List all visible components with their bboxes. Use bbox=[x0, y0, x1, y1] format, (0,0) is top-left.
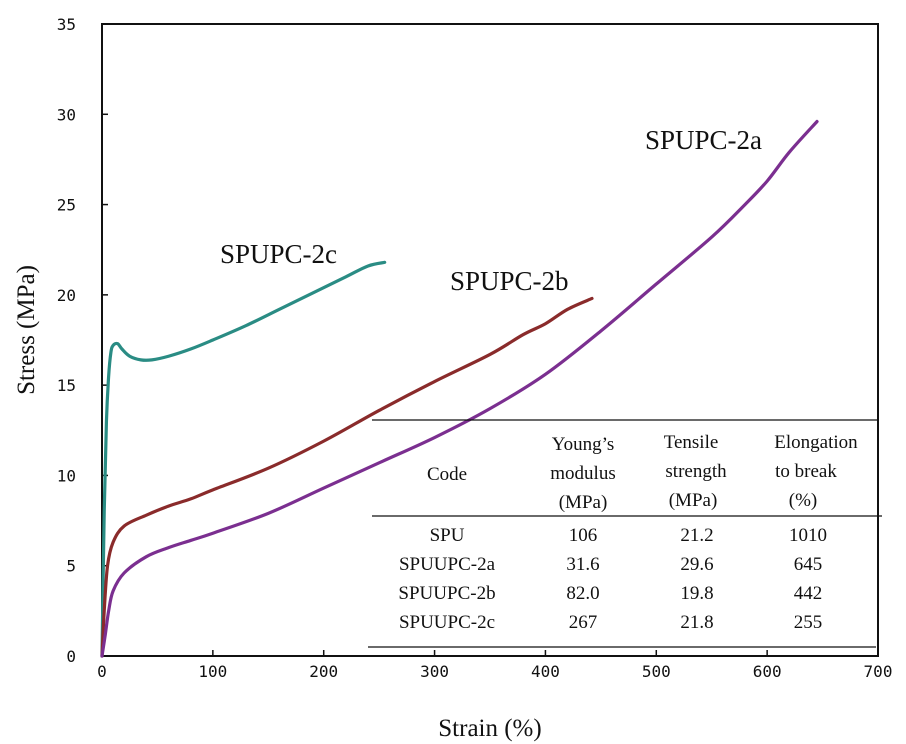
table-cell-value: 1010 bbox=[789, 525, 827, 546]
x-tick-label: 400 bbox=[531, 662, 560, 681]
table-cell-code: SPUUPC-2a bbox=[399, 554, 496, 575]
table-cell-code: SPUUPC-2b bbox=[398, 583, 495, 604]
table-header-elongation-2: to break bbox=[775, 461, 837, 482]
table-cell-value: 255 bbox=[794, 612, 823, 633]
y-tick-label: 15 bbox=[57, 376, 76, 395]
y-axis-label: Stress (MPa) bbox=[13, 265, 40, 395]
table-header-strength-3: (MPa) bbox=[669, 490, 718, 511]
table-body: SPU 106 21.2 1010 SPUUPC-2a 31.6 29.6 645 SPUUPC… bbox=[398, 525, 827, 633]
table-cell-value: 267 bbox=[569, 612, 598, 633]
table-cell-value: 106 bbox=[569, 525, 598, 546]
x-tick-label: 200 bbox=[309, 662, 338, 681]
table-cell-value: 19.8 bbox=[680, 583, 713, 604]
table-cell-value: 442 bbox=[794, 583, 823, 604]
table-header-code: Code bbox=[427, 464, 467, 485]
series-label-2c: SPUPC-2c bbox=[220, 239, 337, 269]
table-header-modulus-3: (MPa) bbox=[559, 492, 608, 513]
x-tick-label: 500 bbox=[642, 662, 671, 681]
table-header-modulus-2: modulus bbox=[550, 463, 615, 484]
plot-frame bbox=[101, 23, 879, 657]
table-header-strength-2: strength bbox=[665, 461, 727, 482]
y-tick-label: 35 bbox=[57, 15, 76, 34]
y-tick-label: 10 bbox=[57, 466, 76, 485]
table-cell-value: 31.6 bbox=[566, 554, 599, 575]
table-cell-value: 21.8 bbox=[680, 612, 713, 633]
series-line-spupc-2a bbox=[100, 119, 819, 658]
table-header-modulus-1: Young’s bbox=[552, 434, 615, 455]
y-tick-label: 25 bbox=[57, 196, 76, 215]
table-header-strength-1: Tensile bbox=[664, 432, 719, 453]
table-cell-value: 21.2 bbox=[680, 525, 713, 546]
y-tick-label: 5 bbox=[66, 557, 76, 576]
y-tick-label: 30 bbox=[57, 105, 76, 124]
table-header-elongation-3: (%) bbox=[789, 490, 817, 511]
table-cell-code: SPUUPC-2c bbox=[399, 612, 495, 633]
x-axis-label: Strain (%) bbox=[438, 715, 541, 742]
table-cell-value: 29.6 bbox=[680, 554, 713, 575]
series-curves bbox=[100, 119, 819, 658]
property-table: Code Young’s modulus (MPa) Tensile stren… bbox=[368, 419, 882, 648]
series-line-spupc-2c bbox=[100, 260, 387, 658]
axis-ticks: 0 100 200 300 400 500 600 700 0 5 10 15 20 25 30 35 bbox=[57, 15, 893, 681]
table-cell-value: 82.0 bbox=[566, 583, 599, 604]
table-header-elongation-1: Elongation bbox=[774, 432, 858, 453]
series-label-2b: SPUPC-2b bbox=[450, 266, 569, 296]
table-cell-code: SPU bbox=[430, 525, 465, 546]
x-tick-label: 300 bbox=[420, 662, 449, 681]
x-tick-label: 0 bbox=[97, 662, 107, 681]
series-line-spupc-2b bbox=[100, 296, 594, 658]
y-tick-label: 0 bbox=[66, 647, 76, 666]
x-tick-label: 600 bbox=[753, 662, 782, 681]
x-tick-label: 700 bbox=[864, 662, 893, 681]
series-label-2a: SPUPC-2a bbox=[645, 125, 762, 155]
table-cell-value: 645 bbox=[794, 554, 823, 575]
x-tick-label: 100 bbox=[198, 662, 227, 681]
y-tick-label: 20 bbox=[57, 286, 76, 305]
